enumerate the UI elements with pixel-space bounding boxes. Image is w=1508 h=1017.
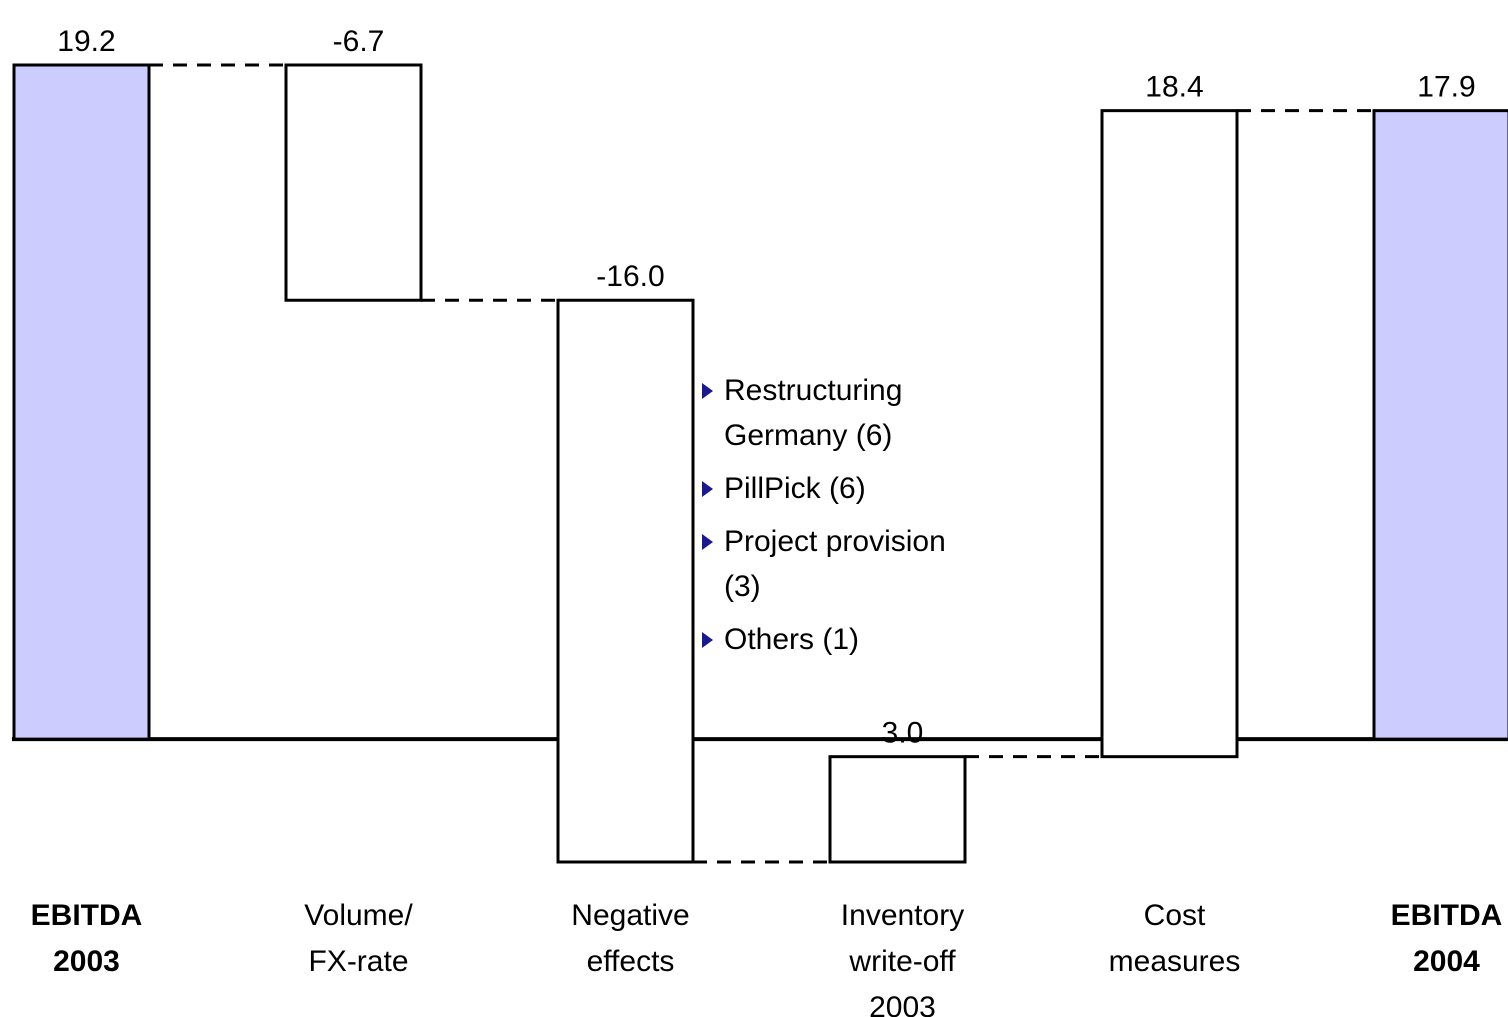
value-label: 17.9 <box>1417 71 1475 104</box>
annotation-item: Restructuring Germany (6) <box>700 368 950 458</box>
category-label: Inventory write-off 2003 <box>840 899 965 1017</box>
bar <box>556 298 695 864</box>
bar <box>12 63 151 741</box>
value-label: 3.0 <box>882 717 924 750</box>
bar <box>1372 109 1508 741</box>
annotation-item: PillPick (6) <box>700 466 950 511</box>
category-label: Negative effects <box>571 899 690 978</box>
value-label: -6.7 <box>333 25 385 58</box>
bar <box>1100 109 1239 759</box>
value-label: -16.0 <box>596 260 664 293</box>
category-label: Volume/ FX-rate <box>304 899 413 978</box>
value-label: 18.4 <box>1145 71 1203 104</box>
annotation-list: Restructuring Germany (6) PillPick (6) Pro… <box>700 368 950 670</box>
category-label: EBITDA 2003 <box>30 899 143 978</box>
annotation-item: Others (1) <box>700 617 950 662</box>
category-label: Cost measures <box>1108 899 1241 978</box>
value-label: 19.2 <box>57 25 115 58</box>
annotation-item: Project provision (3) <box>700 519 950 609</box>
bar <box>828 755 967 864</box>
bar <box>284 63 423 302</box>
category-label: EBITDA 2004 <box>1390 899 1503 978</box>
